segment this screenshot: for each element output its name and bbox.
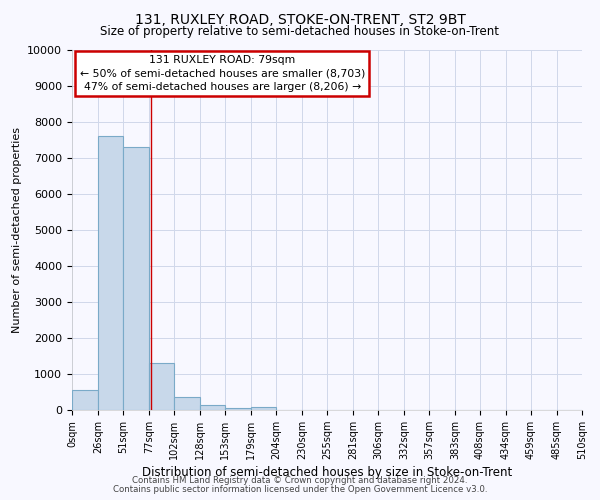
Text: Contains public sector information licensed under the Open Government Licence v3: Contains public sector information licen… [113,484,487,494]
Bar [251,408,276,410]
Y-axis label: Number of semi-detached properties: Number of semi-detached properties [12,127,22,333]
X-axis label: Distribution of semi-detached houses by size in Stoke-on-Trent: Distribution of semi-detached houses by … [142,466,512,479]
Bar [72,390,98,410]
Text: 131, RUXLEY ROAD, STOKE-ON-TRENT, ST2 9BT: 131, RUXLEY ROAD, STOKE-ON-TRENT, ST2 9B… [134,12,466,26]
Bar [123,147,149,410]
Bar [225,408,251,410]
Text: Size of property relative to semi-detached houses in Stoke-on-Trent: Size of property relative to semi-detach… [101,25,499,38]
Bar [98,136,123,410]
Text: Contains HM Land Registry data © Crown copyright and database right 2024.: Contains HM Land Registry data © Crown c… [132,476,468,485]
Text: 131 RUXLEY ROAD: 79sqm
← 50% of semi-detached houses are smaller (8,703)
47% of : 131 RUXLEY ROAD: 79sqm ← 50% of semi-det… [80,56,365,92]
Bar [174,398,200,410]
Bar [200,404,225,410]
Bar [149,363,174,410]
